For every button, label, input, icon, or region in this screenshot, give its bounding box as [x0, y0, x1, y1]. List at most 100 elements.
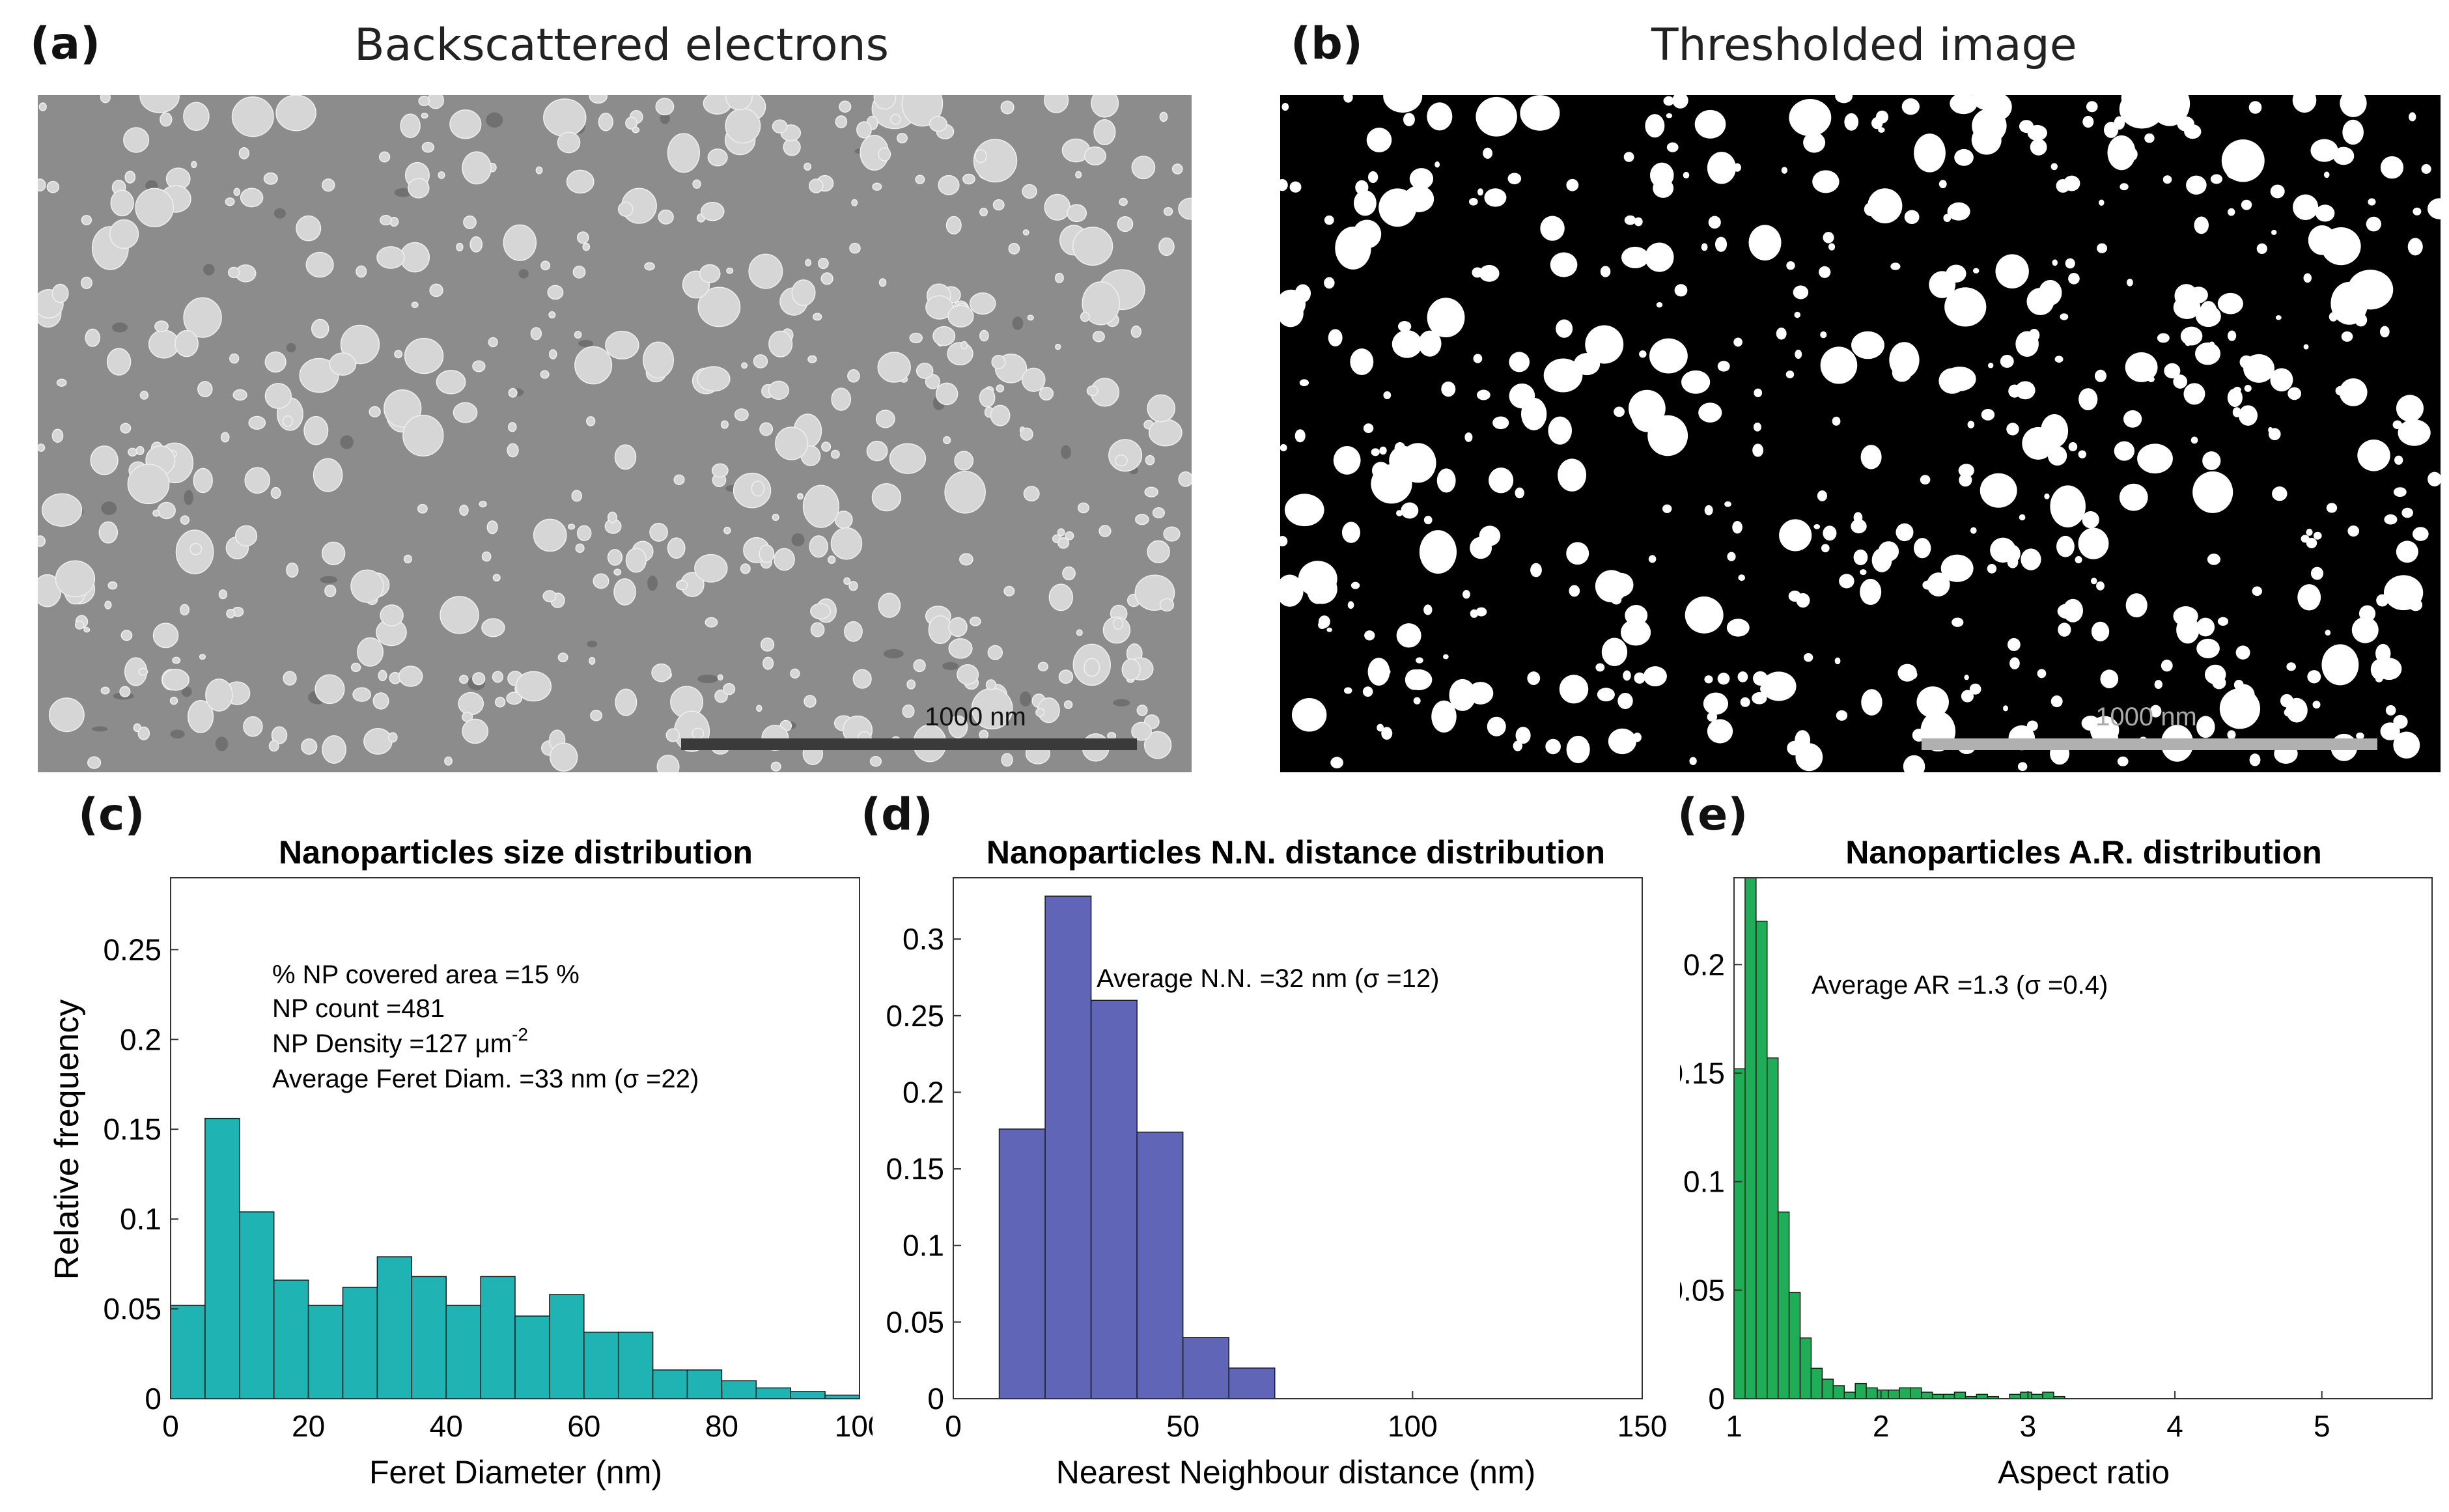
nanoparticle — [458, 675, 469, 684]
nanoparticle — [944, 471, 986, 514]
nanoparticle — [699, 264, 721, 283]
nanoparticle — [2380, 722, 2400, 740]
nanoparticle — [2428, 471, 2441, 487]
nanoparticle — [2256, 243, 2267, 254]
nanoparticle — [2194, 216, 2209, 234]
nanoparticle — [1738, 574, 1746, 581]
nanoparticle — [2396, 395, 2424, 422]
histogram-bar — [307, 1304, 344, 1399]
nanoparticle — [589, 95, 608, 104]
nanoparticle — [462, 151, 492, 185]
nanoparticle — [878, 593, 901, 618]
nanoparticle — [135, 188, 175, 227]
nanoparticle — [1294, 284, 1311, 303]
nanoparticle — [1427, 298, 1465, 338]
nanoparticle — [576, 525, 592, 542]
nanoparticle — [244, 467, 270, 494]
histogram-bar — [411, 1276, 447, 1399]
nanoparticle — [1352, 219, 1382, 249]
nanoparticle — [1904, 210, 1920, 225]
nanoparticle — [2149, 95, 2190, 126]
nanoparticle — [2047, 445, 2067, 466]
nanoparticle — [321, 541, 346, 565]
nanoparticle — [180, 515, 190, 525]
nanoparticle — [1431, 700, 1457, 733]
nanoparticle — [421, 113, 428, 119]
nanoparticle — [1972, 95, 1999, 110]
nanoparticle — [2312, 701, 2321, 709]
nanoparticle — [1737, 671, 1748, 682]
nanoparticle — [1548, 416, 1572, 445]
nanoparticle — [839, 100, 852, 113]
nanoparticle — [1364, 630, 1375, 641]
nanoparticle — [763, 656, 774, 670]
nanoparticle — [1509, 352, 1530, 372]
nanoparticle — [866, 440, 888, 462]
nanoparticle — [740, 563, 751, 574]
nanoparticle — [844, 621, 863, 642]
x-tick-label: 50 — [1166, 1409, 1199, 1443]
nanoparticle — [1803, 132, 1826, 153]
nanoparticle — [741, 362, 748, 369]
nanoparticle — [711, 463, 729, 478]
nanoparticle — [692, 727, 705, 740]
nanoparticle — [796, 493, 804, 500]
nanoparticle — [1823, 525, 1837, 541]
nanoparticle — [802, 484, 839, 528]
histogram-bar — [1182, 1337, 1229, 1399]
nanoparticle — [218, 589, 227, 600]
nanoparticle — [812, 313, 822, 321]
nanoparticle — [2196, 638, 2220, 658]
nanoparticle — [1449, 679, 1476, 711]
nanoparticle — [1048, 583, 1074, 611]
nanoparticle — [462, 718, 489, 744]
nanoparticle — [2006, 423, 2019, 436]
nanoparticle — [2125, 147, 2138, 161]
nanoparticle — [120, 423, 132, 434]
nanoparticle — [1299, 379, 1309, 387]
nanoparticle — [1163, 526, 1181, 542]
nanoparticle — [183, 102, 210, 132]
nanoparticle — [1912, 729, 1926, 742]
nanoparticle — [1284, 494, 1324, 527]
nanoparticle — [135, 445, 145, 455]
nanoparticle — [2210, 174, 2223, 184]
nanoparticle — [421, 141, 434, 153]
nanoparticle — [2284, 708, 2293, 717]
nanoparticle — [2196, 617, 2215, 637]
nanoparticle — [2393, 487, 2407, 497]
nanoparticle — [772, 119, 788, 133]
histogram-bar — [617, 1332, 654, 1399]
nanoparticle — [759, 544, 775, 563]
nanoparticle — [1890, 262, 1901, 270]
aspect-ratio-chart: Nanoparticles A.R. distribution Aspect r… — [1680, 834, 2433, 1491]
nanoparticle — [456, 242, 464, 252]
nanoparticle — [1515, 487, 1524, 499]
nanoparticle — [2412, 527, 2429, 541]
nanoparticle — [692, 179, 701, 189]
nanoparticle — [1820, 346, 1858, 384]
nanoparticle — [2030, 139, 2047, 156]
nanoparticle — [469, 236, 483, 253]
nanoparticle — [655, 98, 675, 116]
nanoparticle — [1144, 486, 1158, 497]
nanoparticle — [843, 577, 851, 585]
nanoparticle — [2380, 156, 2404, 179]
nanoparticle — [2117, 756, 2129, 766]
nanoparticle — [913, 659, 926, 673]
nanoparticle — [962, 173, 975, 185]
nanoparticle — [1733, 337, 1742, 347]
nanoparticle — [2385, 705, 2396, 716]
y-tick-label: 0 — [927, 1382, 944, 1416]
nanoparticle — [1054, 272, 1064, 283]
nanoparticle — [2038, 279, 2062, 306]
nanoparticle — [137, 726, 150, 740]
panel-a-title: Backscattered electrons — [354, 20, 889, 71]
nanoparticle — [572, 266, 586, 279]
nanoparticle — [586, 416, 596, 427]
nanoparticle — [313, 458, 343, 492]
nanoparticle — [665, 728, 680, 742]
nanoparticle — [1920, 475, 1931, 485]
x-tick-label: 5 — [2314, 1409, 2330, 1443]
nanoparticle — [1027, 315, 1034, 321]
